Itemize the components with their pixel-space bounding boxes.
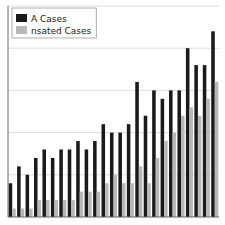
x-axis-line — [8, 217, 219, 218]
bar — [130, 183, 134, 217]
bar — [181, 116, 185, 217]
chart: A Cases nsated Cases — [0, 0, 225, 225]
bar — [194, 65, 198, 217]
bar — [85, 149, 89, 217]
bar — [51, 158, 55, 217]
bar — [110, 133, 114, 217]
bar — [139, 166, 143, 217]
bar — [211, 31, 215, 217]
bar — [152, 90, 156, 217]
legend-frame — [12, 8, 96, 38]
bar — [206, 99, 210, 217]
bar — [156, 158, 160, 217]
legend-label: A Cases — [31, 14, 67, 24]
bar — [88, 192, 92, 217]
grid-line — [8, 6, 219, 7]
bar — [63, 200, 67, 217]
bar — [76, 141, 80, 217]
bar — [54, 200, 58, 217]
bar — [135, 82, 139, 217]
bar — [198, 116, 202, 217]
bar — [203, 65, 207, 217]
chart-container: A Cases nsated Cases — [0, 0, 225, 225]
bar — [186, 48, 190, 217]
bar — [59, 149, 63, 217]
bar — [118, 133, 122, 217]
bar — [71, 200, 75, 217]
axes — [8, 6, 219, 217]
bar — [9, 183, 13, 217]
bar — [46, 200, 50, 217]
bar — [144, 116, 148, 217]
bar — [34, 158, 38, 217]
bar — [21, 209, 25, 217]
bar — [38, 200, 42, 217]
bar — [12, 209, 16, 217]
legend: A Cases nsated Cases — [12, 8, 96, 38]
bar — [147, 183, 151, 217]
legend-swatch — [16, 26, 27, 34]
bar — [215, 82, 219, 217]
bar — [17, 166, 21, 217]
bar — [105, 183, 109, 217]
legend-label: nsated Cases — [31, 26, 92, 36]
legend-swatch — [16, 14, 27, 22]
bar — [164, 141, 168, 217]
bar — [80, 192, 84, 217]
bar — [26, 175, 30, 217]
bar — [127, 124, 131, 217]
bar — [29, 209, 33, 217]
bar — [42, 149, 46, 217]
bar — [68, 149, 72, 217]
bar — [177, 90, 181, 217]
bar — [114, 175, 118, 217]
bar — [97, 192, 101, 217]
bar — [102, 124, 106, 217]
bar — [93, 141, 97, 217]
y-axis-line — [8, 6, 9, 217]
bar — [122, 183, 126, 217]
bars — [9, 31, 219, 217]
bar — [169, 90, 173, 217]
bar — [189, 107, 193, 217]
bar — [161, 99, 165, 217]
bar — [173, 133, 177, 217]
